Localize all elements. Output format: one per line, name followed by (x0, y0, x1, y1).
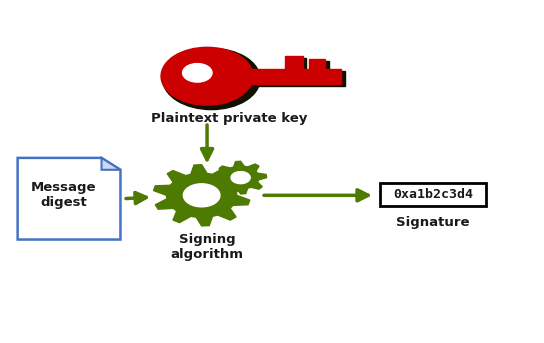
FancyBboxPatch shape (380, 184, 486, 205)
Text: Signing
algorithm: Signing algorithm (171, 233, 244, 261)
Bar (288, 58, 306, 71)
Polygon shape (183, 184, 220, 207)
Polygon shape (215, 161, 267, 194)
Polygon shape (17, 158, 120, 239)
Polygon shape (102, 158, 120, 170)
Bar (244, 69, 341, 84)
Text: Message
digest: Message digest (31, 181, 96, 209)
Text: Plaintext private key: Plaintext private key (151, 112, 307, 125)
Bar (309, 59, 325, 69)
Text: Signature: Signature (396, 216, 470, 229)
Bar (247, 71, 344, 86)
Circle shape (163, 48, 260, 109)
Circle shape (183, 63, 212, 82)
Polygon shape (153, 165, 250, 226)
Bar (285, 56, 303, 69)
Text: 0xa1b2c3d4: 0xa1b2c3d4 (393, 188, 473, 201)
Circle shape (161, 47, 253, 105)
Polygon shape (231, 172, 250, 184)
Bar (312, 61, 329, 71)
